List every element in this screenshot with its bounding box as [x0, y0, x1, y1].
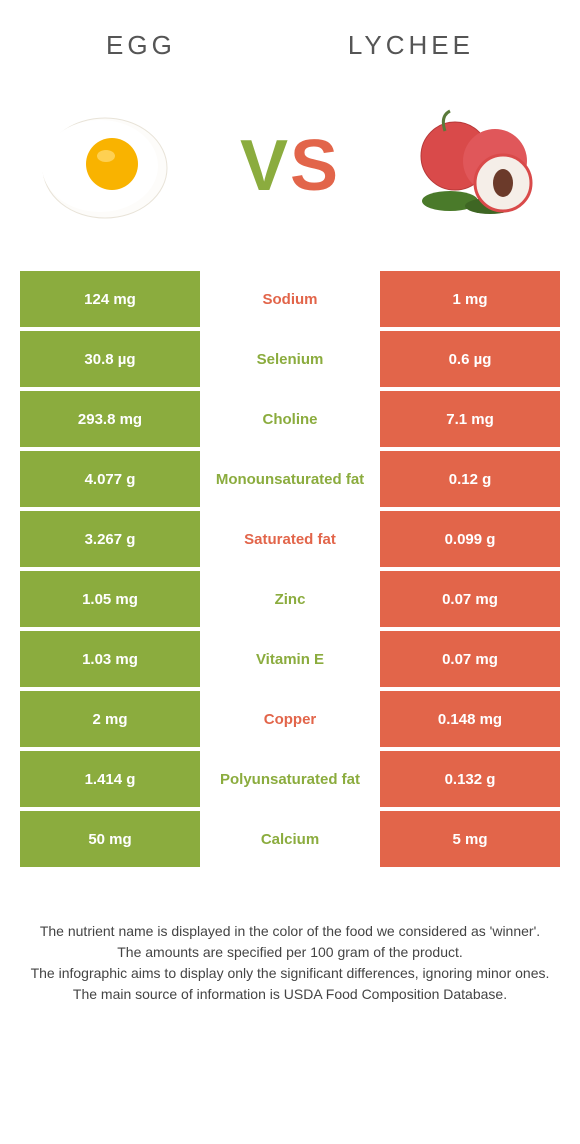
- footer-notes: The nutrient name is displayed in the co…: [0, 871, 580, 1025]
- nutrient-label: Choline: [200, 391, 380, 447]
- vs-v: V: [240, 126, 290, 206]
- left-value: 1.03 mg: [20, 631, 200, 687]
- left-value: 124 mg: [20, 271, 200, 327]
- footer-line: The amounts are specified per 100 gram o…: [30, 942, 550, 963]
- nutrient-label: Sodium: [200, 271, 380, 327]
- right-value: 7.1 mg: [380, 391, 560, 447]
- right-value: 0.132 g: [380, 751, 560, 807]
- table-row: 50 mgCalcium5 mg: [20, 811, 560, 867]
- vs-label: VS: [240, 125, 340, 207]
- left-value: 2 mg: [20, 691, 200, 747]
- nutrient-label: Polyunsaturated fat: [200, 751, 380, 807]
- egg-image: [20, 91, 190, 241]
- nutrient-label: Copper: [200, 691, 380, 747]
- table-row: 1.414 gPolyunsaturated fat0.132 g: [20, 751, 560, 807]
- table-row: 293.8 mgCholine7.1 mg: [20, 391, 560, 447]
- right-value: 1 mg: [380, 271, 560, 327]
- table-row: 4.077 gMonounsaturated fat0.12 g: [20, 451, 560, 507]
- footer-line: The infographic aims to display only the…: [30, 963, 550, 984]
- nutrient-label: Saturated fat: [200, 511, 380, 567]
- table-row: 3.267 gSaturated fat0.099 g: [20, 511, 560, 567]
- nutrient-label: Selenium: [200, 331, 380, 387]
- nutrient-label: Zinc: [200, 571, 380, 627]
- left-value: 3.267 g: [20, 511, 200, 567]
- table-row: 2 mgCopper0.148 mg: [20, 691, 560, 747]
- right-value: 0.099 g: [380, 511, 560, 567]
- right-value: 0.148 mg: [380, 691, 560, 747]
- nutrient-table: 124 mgSodium1 mg30.8 µgSelenium0.6 µg293…: [0, 271, 580, 867]
- right-value: 0.07 mg: [380, 571, 560, 627]
- nutrient-label: Vitamin E: [200, 631, 380, 687]
- footer-line: The nutrient name is displayed in the co…: [30, 921, 550, 942]
- right-food-title: Lychee: [348, 30, 474, 61]
- table-row: 30.8 µgSelenium0.6 µg: [20, 331, 560, 387]
- left-value: 1.05 mg: [20, 571, 200, 627]
- left-value: 30.8 µg: [20, 331, 200, 387]
- nutrient-label: Monounsaturated fat: [200, 451, 380, 507]
- table-row: 1.05 mgZinc0.07 mg: [20, 571, 560, 627]
- right-value: 5 mg: [380, 811, 560, 867]
- right-value: 0.07 mg: [380, 631, 560, 687]
- nutrient-label: Calcium: [200, 811, 380, 867]
- images-row: VS: [0, 81, 580, 271]
- left-value: 293.8 mg: [20, 391, 200, 447]
- table-row: 1.03 mgVitamin E0.07 mg: [20, 631, 560, 687]
- header: Egg Lychee: [0, 0, 580, 81]
- right-value: 0.6 µg: [380, 331, 560, 387]
- table-row: 124 mgSodium1 mg: [20, 271, 560, 327]
- lychee-image: [390, 91, 560, 241]
- left-value: 4.077 g: [20, 451, 200, 507]
- left-value: 50 mg: [20, 811, 200, 867]
- footer-line: The main source of information is USDA F…: [30, 984, 550, 1005]
- right-value: 0.12 g: [380, 451, 560, 507]
- left-food-title: Egg: [106, 30, 176, 61]
- vs-s: S: [290, 126, 340, 206]
- left-value: 1.414 g: [20, 751, 200, 807]
